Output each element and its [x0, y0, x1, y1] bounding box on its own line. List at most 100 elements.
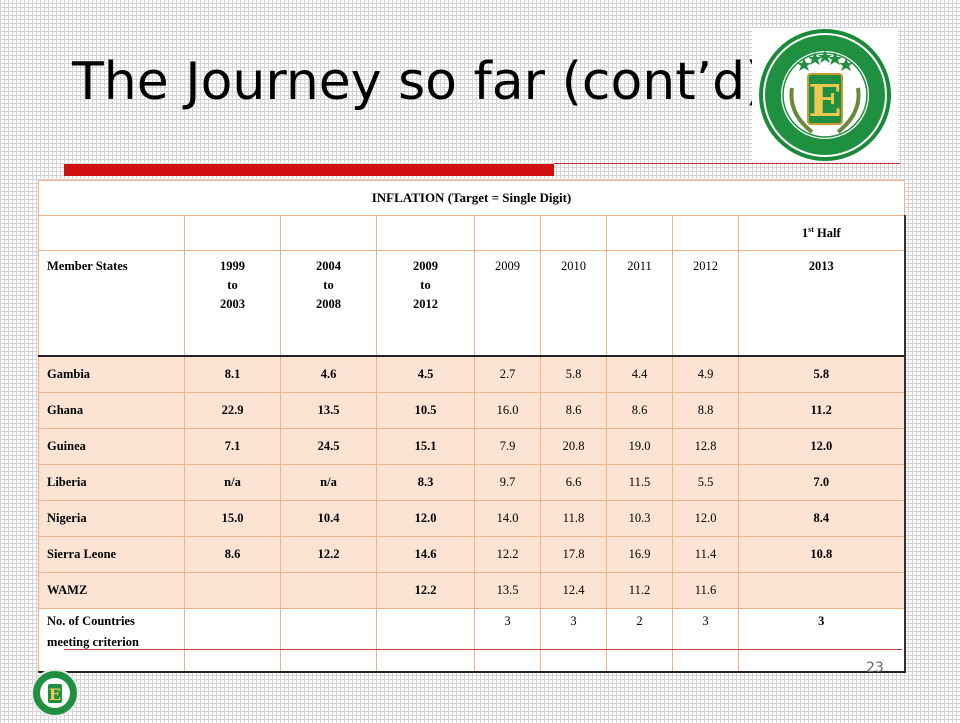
header-2013: 2013 — [738, 250, 906, 357]
inflation-value-cell: 12.2 — [474, 536, 541, 573]
inflation-value-cell: n/a — [184, 464, 281, 501]
inflation-value-cell: 12.8 — [672, 428, 739, 465]
inflation-value-cell: 10.8 — [738, 536, 906, 573]
inflation-value-cell: 10.5 — [376, 392, 475, 429]
country-name: Gambia — [38, 355, 185, 393]
inflation-value-cell — [280, 572, 377, 609]
inflation-value-cell: 5.5 — [672, 464, 739, 501]
inflation-value-cell: 8.6 — [184, 536, 281, 573]
table-row: Ghana 22.9 13.5 10.5 16.0 8.6 8.6 8.8 11.2 — [38, 392, 906, 429]
inflation-value-cell: 16.0 — [474, 392, 541, 429]
inflation-value-cell: 8.8 — [672, 392, 739, 429]
table-row: Liberia n/a n/a 8.3 9.7 6.6 11.5 5.5 7.0 — [38, 464, 906, 501]
inflation-value-cell: 4.4 — [606, 355, 673, 393]
inflation-value-cell: 14.0 — [474, 500, 541, 537]
header-period-1999-2003: 1999 to 2003 — [184, 250, 281, 357]
table-header-row-half: 1st Half — [38, 215, 906, 251]
inflation-value-cell: 2.7 — [474, 355, 541, 393]
header-member-states: Member States — [38, 250, 185, 357]
criterion-cell: 3 — [738, 608, 906, 673]
inflation-value-cell: 8.6 — [540, 392, 607, 429]
inflation-value-cell: n/a — [280, 464, 377, 501]
inflation-value-cell: 11.2 — [606, 572, 673, 609]
table-row: Nigeria 15.0 10.4 12.0 14.0 11.8 10.3 12.0 8.4 — [38, 500, 906, 537]
wami-small-logo-icon: E — [31, 669, 79, 717]
slide-title: The Journey so far (cont’d) — [72, 52, 766, 112]
table-caption: INFLATION (Target = Single Digit) — [38, 180, 905, 216]
inflation-value-cell: 22.9 — [184, 392, 281, 429]
inflation-value-cell: 14.6 — [376, 536, 475, 573]
inflation-value-cell: 8.3 — [376, 464, 475, 501]
inflation-value-cell: 8.6 — [606, 392, 673, 429]
criterion-cell: 3 — [672, 608, 739, 673]
inflation-value-cell: 13.5 — [474, 572, 541, 609]
page-number: 23 — [866, 660, 884, 676]
inflation-value-cell: 4.5 — [376, 355, 475, 393]
wami-logo: E — [752, 28, 898, 162]
criterion-cell — [280, 608, 377, 673]
inflation-value-cell — [738, 572, 906, 609]
title-underline-bar — [64, 164, 554, 176]
footer-line — [64, 649, 902, 650]
header-period-2009-2012: 2009 to 2012 — [376, 250, 475, 357]
country-name: Liberia — [38, 464, 185, 501]
country-name: Ghana — [38, 392, 185, 429]
table-header-row: Member States 1999 to 2003 2004 to 2008 2009… — [38, 250, 906, 357]
svg-text:E: E — [808, 76, 842, 127]
inflation-value-cell: 15.1 — [376, 428, 475, 465]
inflation-table: INFLATION (Target = Single Digit) 1st Ha… — [38, 180, 906, 673]
wami-logo-small: E — [30, 668, 80, 718]
criterion-cell: 3 — [474, 608, 541, 673]
inflation-value-cell: 12.4 — [540, 572, 607, 609]
table-row: Sierra Leone 8.6 12.2 14.6 12.2 17.8 16.9 11.4 1… — [38, 536, 906, 573]
inflation-value-cell: 24.5 — [280, 428, 377, 465]
inflation-value-cell: 5.8 — [540, 355, 607, 393]
header-2010: 2010 — [540, 250, 607, 357]
inflation-value-cell: 4.6 — [280, 355, 377, 393]
table-row: Guinea 7.1 24.5 15.1 7.9 20.8 19.0 12.8 12.0 — [38, 428, 906, 465]
table-row: Gambia 8.1 4.6 4.5 2.7 5.8 4.4 4.9 5.8 — [38, 355, 906, 393]
inflation-value-cell: 12.0 — [376, 500, 475, 537]
inflation-value-cell: 8.1 — [184, 355, 281, 393]
wami-logo-icon: E — [759, 29, 891, 161]
inflation-value-cell: 7.1 — [184, 428, 281, 465]
header-2012: 2012 — [672, 250, 739, 357]
country-name: Guinea — [38, 428, 185, 465]
inflation-value-cell: 12.0 — [738, 428, 906, 465]
inflation-value-cell: 12.0 — [672, 500, 739, 537]
criterion-label: No. of Countries meeting criterion — [38, 608, 185, 673]
header-2009: 2009 — [474, 250, 541, 357]
inflation-value-cell: 4.9 — [672, 355, 739, 393]
inflation-value-cell: 11.8 — [540, 500, 607, 537]
inflation-value-cell: 11.2 — [738, 392, 906, 429]
inflation-value-cell: 11.6 — [672, 572, 739, 609]
header-period-2004-2008: 2004 to 2008 — [280, 250, 377, 357]
inflation-value-cell: 9.7 — [474, 464, 541, 501]
inflation-value-cell: 12.2 — [376, 572, 475, 609]
inflation-value-cell: 7.0 — [738, 464, 906, 501]
first-half-label: 1st Half — [738, 215, 906, 251]
svg-text:E: E — [49, 685, 61, 704]
criterion-cell: 3 — [540, 608, 607, 673]
table-row: WAMZ 12.2 13.5 12.4 11.2 11.6 — [38, 572, 906, 609]
criterion-row: No. of Countries meeting criterion 3 3 2 … — [38, 608, 906, 673]
inflation-value-cell — [184, 572, 281, 609]
inflation-value-cell: 17.8 — [540, 536, 607, 573]
criterion-cell — [184, 608, 281, 673]
criterion-cell: 2 — [606, 608, 673, 673]
inflation-value-cell: 11.5 — [606, 464, 673, 501]
inflation-value-cell: 10.3 — [606, 500, 673, 537]
inflation-value-cell: 19.0 — [606, 428, 673, 465]
inflation-value-cell: 10.4 — [280, 500, 377, 537]
inflation-value-cell: 5.8 — [738, 355, 906, 393]
inflation-value-cell: 11.4 — [672, 536, 739, 573]
inflation-table-container: INFLATION (Target = Single Digit) 1st Ha… — [38, 180, 906, 673]
country-name: WAMZ — [38, 572, 185, 609]
header-2011: 2011 — [606, 250, 673, 357]
inflation-value-cell: 15.0 — [184, 500, 281, 537]
inflation-value-cell: 6.6 — [540, 464, 607, 501]
inflation-value-cell: 20.8 — [540, 428, 607, 465]
inflation-value-cell: 13.5 — [280, 392, 377, 429]
criterion-cell — [376, 608, 475, 673]
inflation-value-cell: 8.4 — [738, 500, 906, 537]
